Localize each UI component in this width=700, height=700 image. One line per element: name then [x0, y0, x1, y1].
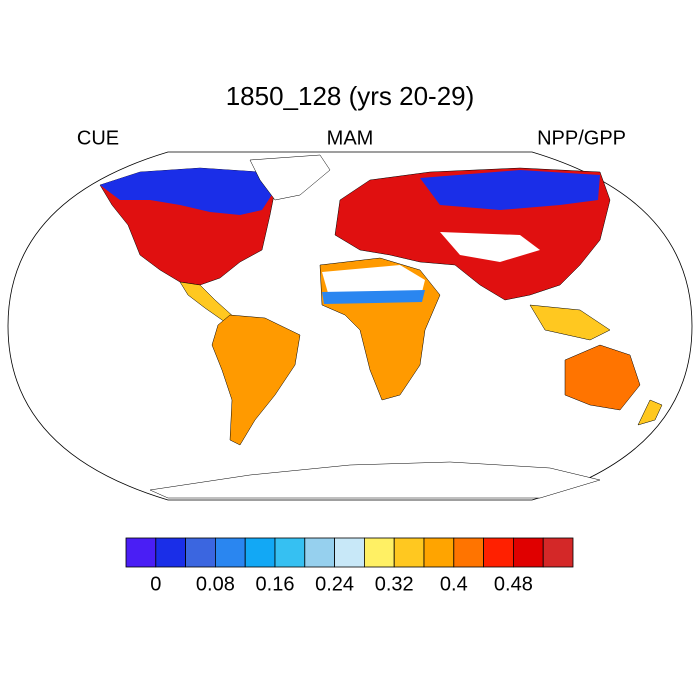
colorbar-tick-label: 0.24 [315, 573, 354, 595]
colorbar-box [185, 537, 216, 568]
colorbar-tick-label: 0.32 [375, 573, 414, 595]
colorbar-box [304, 537, 335, 568]
colorbar-box [334, 537, 365, 568]
antarctica [149, 461, 601, 499]
map [7, 151, 693, 501]
colorbar-box [483, 537, 514, 568]
colorbar-tick-label: 0.48 [494, 573, 533, 595]
colorbar-tick-label: 0.16 [256, 573, 295, 595]
colorbar-box [125, 537, 157, 568]
colorbar-box [244, 537, 276, 568]
siberia [420, 170, 600, 210]
new-zealand [637, 399, 663, 426]
colorbar-box [423, 537, 455, 568]
title: 1850_128 (yrs 20-29) [226, 81, 475, 111]
australia [564, 344, 641, 411]
sahara-edge [322, 290, 425, 304]
center-label: MAM [327, 127, 374, 149]
colorbar-tick-label: 0.08 [196, 573, 235, 595]
southeast-asia [529, 304, 611, 341]
central-asia-dry [440, 232, 540, 262]
colorbar-box [155, 537, 187, 568]
south-america [211, 314, 301, 446]
colorbar-box [363, 537, 395, 568]
colorbar-box [453, 537, 484, 568]
colorbar-box [274, 537, 306, 568]
colorbar-box [214, 537, 246, 568]
greenland [249, 154, 331, 201]
colorbar-box [393, 537, 425, 568]
left-label: CUE [77, 127, 119, 149]
colorbar: 0 0.08 0.16 0.24 0.32 0.4 0.48 [125, 537, 574, 595]
colorbar-box [513, 537, 544, 568]
right-label: NPP/GPP [537, 127, 626, 149]
colorbar-tick-label: 0 [150, 573, 161, 595]
colorbar-box [542, 537, 574, 568]
north-america-north [100, 168, 275, 215]
colorbar-tick-label: 0.4 [440, 573, 468, 595]
